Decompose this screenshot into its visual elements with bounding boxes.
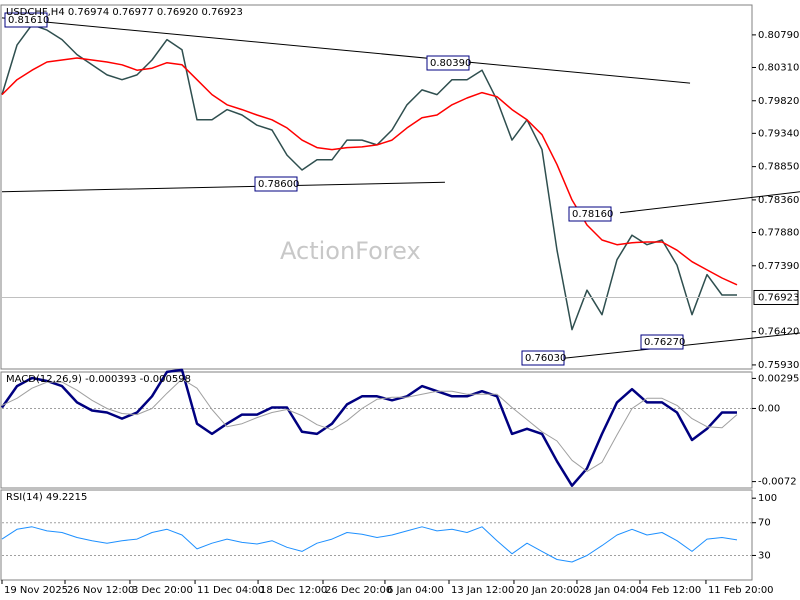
- y-tick-label: 0.80310: [758, 62, 799, 73]
- x-tick-label: 11 Dec 04:00: [197, 585, 264, 596]
- annotation-box: [521, 350, 565, 366]
- y-tick-label: 30: [758, 550, 771, 561]
- y-tick-label: 0.80790: [758, 30, 799, 41]
- y-tick-label: 0.75930: [758, 360, 799, 371]
- y-tick-label: 0.78850: [758, 162, 799, 173]
- x-tick-label: 26 Dec 20:00: [325, 585, 392, 596]
- panel-frame: [0, 371, 753, 489]
- y-tick-label: 0.76420: [758, 327, 799, 338]
- x-tick-label: 20 Jan 20:00: [516, 585, 579, 596]
- series-line: [1, 57, 738, 286]
- x-tick-label: 13 Jan 12:00: [451, 585, 514, 596]
- y-tick-label: 0.79820: [758, 96, 799, 107]
- y-tick-label: -0.0072: [758, 477, 797, 488]
- x-tick-label: 28 Jan 04:00: [579, 585, 642, 596]
- series-line: [1, 23, 737, 331]
- annotation: 0.76270: [644, 337, 685, 348]
- y-tick-label: 0.79340: [758, 128, 799, 139]
- series-line: [0, 368, 737, 487]
- y-tick-label: 0.002957: [758, 373, 800, 384]
- series-line: [1, 378, 738, 472]
- x-tick-label: 18 Dec 12:00: [260, 585, 327, 596]
- y-tick-label: 0.77880: [758, 228, 799, 239]
- annotation-box: [426, 55, 470, 71]
- x-tick-label: 4 Feb 12:00: [642, 585, 701, 596]
- last-price-box: [753, 289, 799, 305]
- last-price-label: 0.76923: [758, 292, 799, 303]
- trendline: [1, 17, 691, 84]
- x-tick-label: 26 Nov 12:00: [67, 585, 134, 596]
- x-tick-label: 19 Nov 2025: [4, 585, 68, 596]
- panel-title: USDCHF,H4 0.76974 0.76977 0.76920 0.7692…: [6, 7, 243, 18]
- y-tick-label: 0.00: [758, 403, 780, 414]
- annotation: 0.76030: [525, 353, 566, 364]
- y-tick-label: 70: [758, 518, 771, 529]
- annotation-box: [640, 334, 684, 350]
- annotation: 0.78600: [258, 179, 299, 190]
- y-tick-label: 0.77390: [758, 261, 799, 272]
- series-line: [1, 526, 738, 563]
- annotation-box: [568, 206, 612, 222]
- panel-title: RSI(14) 49.2215: [6, 492, 87, 503]
- x-tick-label: 11 Feb 20:00: [708, 585, 774, 596]
- trendline: [1, 181, 445, 193]
- y-tick-label: 0.78360: [758, 195, 799, 206]
- y-tick-label: 100: [758, 493, 777, 504]
- annotation-box: [4, 12, 48, 28]
- panel-frame: [0, 489, 753, 581]
- annotation-box: [254, 176, 298, 192]
- annotation: 0.78160: [572, 209, 613, 220]
- annotation: 0.80390: [430, 58, 471, 69]
- x-tick-label: 3 Dec 20:00: [132, 585, 193, 596]
- panel-title: MACD(12,26,9) -0.000393 -0.000598: [6, 374, 191, 385]
- watermark: ActionForex: [280, 237, 421, 265]
- trendline: [619, 191, 800, 214]
- x-tick-label: 6 Jan 04:00: [387, 585, 444, 596]
- panel-frame: [0, 4, 753, 370]
- annotation: 0.81610: [8, 15, 49, 26]
